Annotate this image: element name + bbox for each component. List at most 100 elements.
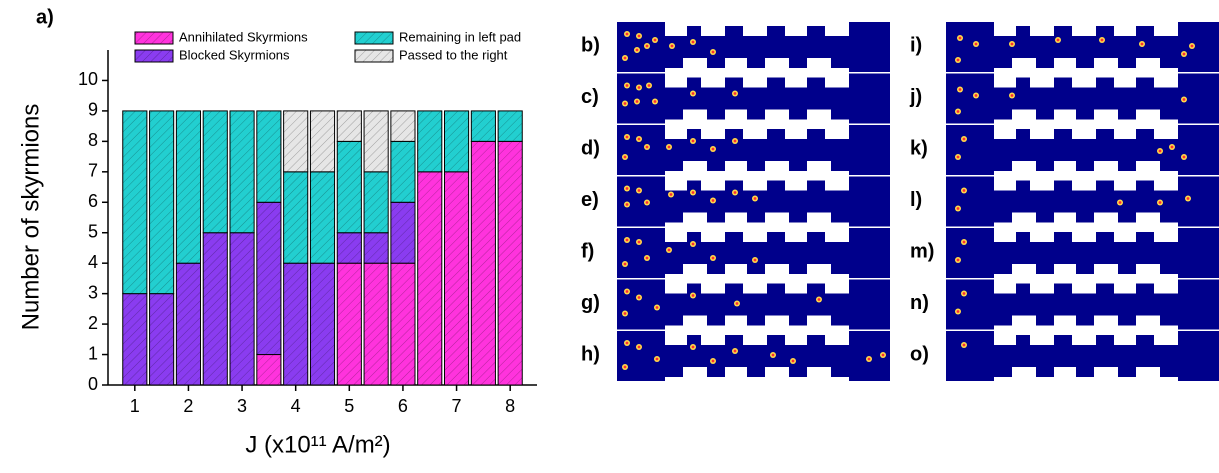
track <box>1136 232 1154 242</box>
skyrmion-core <box>818 298 821 301</box>
bar-segment <box>364 233 388 263</box>
track <box>994 264 1012 274</box>
skyrmion-core <box>646 146 649 149</box>
skyrmion-core <box>1011 94 1014 97</box>
bar-segment <box>310 263 334 385</box>
skyrmion-core <box>1119 201 1122 204</box>
skyrmion-core <box>1187 197 1190 200</box>
bar-segment <box>337 111 361 141</box>
x-tick-label: 3 <box>237 396 247 416</box>
track <box>946 331 994 381</box>
track <box>767 335 785 345</box>
skyrmion-core <box>957 259 960 262</box>
track <box>1054 26 1072 36</box>
track <box>767 78 785 88</box>
track <box>665 58 683 68</box>
bar-segment <box>418 172 442 385</box>
track <box>789 264 807 274</box>
bar-segment <box>203 111 227 233</box>
track <box>1136 26 1154 36</box>
track <box>1016 181 1030 191</box>
bar-segment <box>150 111 174 294</box>
simulation-panel <box>946 331 1219 381</box>
track <box>1016 129 1030 139</box>
track <box>767 232 785 242</box>
bar-segment <box>391 263 415 385</box>
track <box>725 335 743 345</box>
track <box>1178 280 1219 330</box>
simulation-panel <box>946 228 1219 278</box>
panel-label: l) <box>910 189 922 211</box>
track <box>849 74 890 124</box>
track <box>767 26 785 36</box>
skyrmion-core <box>1101 39 1104 42</box>
skyrmion-core <box>1171 146 1174 149</box>
track <box>1096 26 1114 36</box>
track <box>1076 367 1094 377</box>
skyrmion-core <box>624 57 627 60</box>
bar-segment <box>284 263 308 385</box>
track <box>1076 58 1094 68</box>
track <box>1178 177 1219 227</box>
skyrmion-core <box>692 346 695 349</box>
skyrmion-core <box>624 263 627 266</box>
skyrmion-core <box>734 92 737 95</box>
bar-segment <box>230 233 254 385</box>
track <box>831 264 849 274</box>
track <box>687 129 701 139</box>
track <box>1160 58 1178 68</box>
track <box>1036 264 1054 274</box>
track <box>849 228 890 278</box>
track <box>1118 161 1136 171</box>
track <box>849 177 890 227</box>
bar-segment <box>391 141 415 202</box>
y-tick-label: 3 <box>88 282 98 302</box>
skyrmion-core <box>1159 150 1162 153</box>
skyrmion-core <box>1183 98 1186 101</box>
bar-segment <box>123 111 147 294</box>
track <box>946 22 994 72</box>
skyrmion-core <box>712 199 715 202</box>
skyrmion-core <box>646 45 649 48</box>
track <box>1036 110 1054 120</box>
track <box>1096 181 1114 191</box>
y-tick-label: 1 <box>88 343 98 363</box>
skyrmion-core <box>626 239 629 242</box>
x-tick-label: 4 <box>291 396 301 416</box>
skyrmion-core <box>957 310 960 313</box>
skyrmion-core <box>646 201 649 204</box>
legend-swatch <box>135 32 173 44</box>
skyrmion-core <box>626 203 629 206</box>
track <box>807 181 825 191</box>
track <box>946 280 994 330</box>
panel-label: a) <box>36 6 54 28</box>
skyrmion-core <box>626 84 629 87</box>
y-tick-label: 8 <box>88 130 98 150</box>
track <box>849 22 890 72</box>
skyrmion-core <box>712 51 715 54</box>
skyrmion-core <box>626 136 629 139</box>
track <box>725 181 743 191</box>
track <box>707 367 725 377</box>
skyrmion-core <box>636 100 639 103</box>
track <box>617 177 665 227</box>
skyrmion-core <box>692 243 695 246</box>
track <box>1096 129 1114 139</box>
bar-segment <box>176 111 200 263</box>
track <box>994 345 1178 367</box>
track <box>725 26 743 36</box>
y-tick-label: 5 <box>88 221 98 241</box>
skyrmion-core <box>963 344 966 347</box>
skyrmion-core <box>1141 43 1144 46</box>
skyrmion-core <box>638 296 641 299</box>
track <box>994 367 1012 377</box>
skyrmion-core <box>654 39 657 42</box>
track <box>687 78 701 88</box>
skyrmion-core <box>1183 53 1186 56</box>
panel-label: m) <box>910 240 934 262</box>
skyrmion-core <box>1183 156 1186 159</box>
skyrmion-core <box>692 41 695 44</box>
legend-swatch <box>355 50 393 62</box>
skyrmion-core <box>882 354 885 357</box>
track <box>1036 367 1054 377</box>
